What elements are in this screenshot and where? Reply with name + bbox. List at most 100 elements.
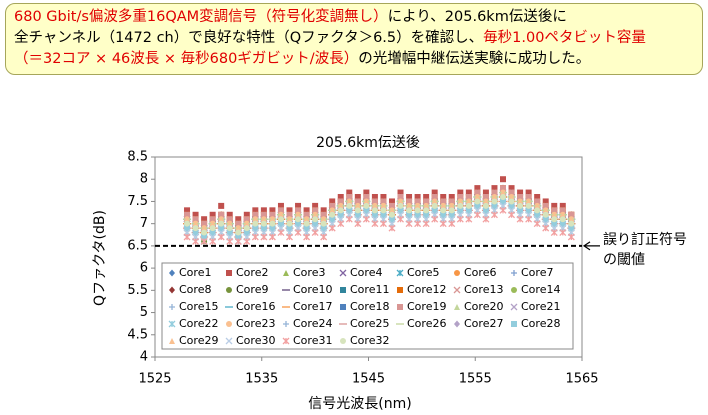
point <box>439 220 447 228</box>
point <box>405 220 413 228</box>
point <box>269 216 276 223</box>
point <box>295 220 302 227</box>
point <box>474 194 481 200</box>
point <box>320 233 328 241</box>
y-axis-label: Qファクタ(dB) <box>92 210 108 306</box>
point <box>268 233 276 241</box>
point <box>260 220 267 227</box>
legend-marker <box>226 321 232 327</box>
point <box>568 216 575 223</box>
point <box>252 211 259 218</box>
point <box>414 220 422 228</box>
point <box>474 189 481 196</box>
point <box>346 194 353 200</box>
point <box>235 229 242 236</box>
y-tick-label: 5.5 <box>127 283 148 298</box>
point <box>303 220 310 227</box>
point <box>286 220 293 227</box>
point <box>465 198 472 205</box>
notice-text: の光増幅中継伝送実験に成功した。 <box>358 51 591 67</box>
point <box>363 194 370 200</box>
legend-marker <box>340 287 346 293</box>
legend-label: Core1 <box>179 266 211 279</box>
point <box>243 237 251 245</box>
point <box>209 216 216 223</box>
x-tick-label: 1555 <box>459 372 492 387</box>
legend-marker <box>282 337 290 345</box>
point <box>448 211 455 218</box>
notice-line: 680 Gbit/s偏波多重16QAM変調信号（符号化変調無し）により、205.… <box>14 7 694 28</box>
legend-label: Core21 <box>521 300 560 313</box>
point <box>312 207 319 214</box>
point <box>362 215 370 223</box>
y-tick-label: 8 <box>140 172 148 187</box>
point <box>559 220 566 227</box>
point <box>542 211 549 218</box>
legend-label: Core26 <box>407 317 446 330</box>
point <box>388 224 396 232</box>
legend-marker <box>511 270 517 276</box>
point <box>277 216 284 223</box>
point <box>269 225 276 232</box>
legend-marker <box>511 287 517 293</box>
point <box>559 216 566 223</box>
point <box>337 220 345 228</box>
point <box>200 237 208 245</box>
point <box>551 207 558 214</box>
legend-marker <box>454 304 460 310</box>
point <box>380 207 387 214</box>
point <box>517 207 524 214</box>
point <box>329 202 336 209</box>
annotation: 誤り訂正符号 <box>603 232 687 248</box>
legend-label: Core17 <box>293 300 332 313</box>
point <box>337 198 344 205</box>
legend-marker <box>340 338 346 344</box>
point <box>320 220 327 227</box>
legend-label: Core22 <box>179 317 218 330</box>
point <box>516 215 524 223</box>
point <box>252 225 259 232</box>
point <box>251 233 259 241</box>
point <box>218 202 225 209</box>
point <box>482 207 489 214</box>
point <box>388 211 395 218</box>
point <box>448 198 455 205</box>
point <box>388 202 395 209</box>
point <box>303 233 311 241</box>
point <box>303 211 310 218</box>
point <box>559 207 566 214</box>
legend-marker <box>397 304 403 310</box>
point <box>406 202 413 209</box>
point <box>226 229 233 236</box>
point <box>312 216 319 223</box>
legend-label: Core12 <box>407 283 446 296</box>
point <box>542 207 549 214</box>
y-tick-label: 5 <box>140 305 148 320</box>
point <box>277 220 284 227</box>
notice-text: により、205.6km伝送後に <box>387 9 567 25</box>
point <box>184 220 191 227</box>
point <box>440 211 447 218</box>
point <box>345 215 353 223</box>
point <box>217 233 225 241</box>
point <box>423 207 430 214</box>
point <box>354 211 361 218</box>
point <box>491 194 498 200</box>
point <box>243 229 250 236</box>
point <box>277 207 284 214</box>
point <box>209 225 216 232</box>
notice-line: 全チャンネル（1472 ch）で良好な特性（Qファクタ＞6.5）を確認し、毎秒1… <box>14 28 694 49</box>
legend-label: Core8 <box>179 283 211 296</box>
legend-marker <box>340 304 346 310</box>
point <box>192 225 199 232</box>
point <box>414 202 421 209</box>
legend-marker <box>169 269 175 277</box>
point <box>517 198 524 205</box>
point <box>346 207 353 214</box>
point <box>508 211 516 219</box>
point <box>465 202 472 209</box>
point <box>500 185 507 192</box>
point <box>243 220 250 227</box>
point <box>294 229 302 237</box>
point <box>542 202 549 209</box>
